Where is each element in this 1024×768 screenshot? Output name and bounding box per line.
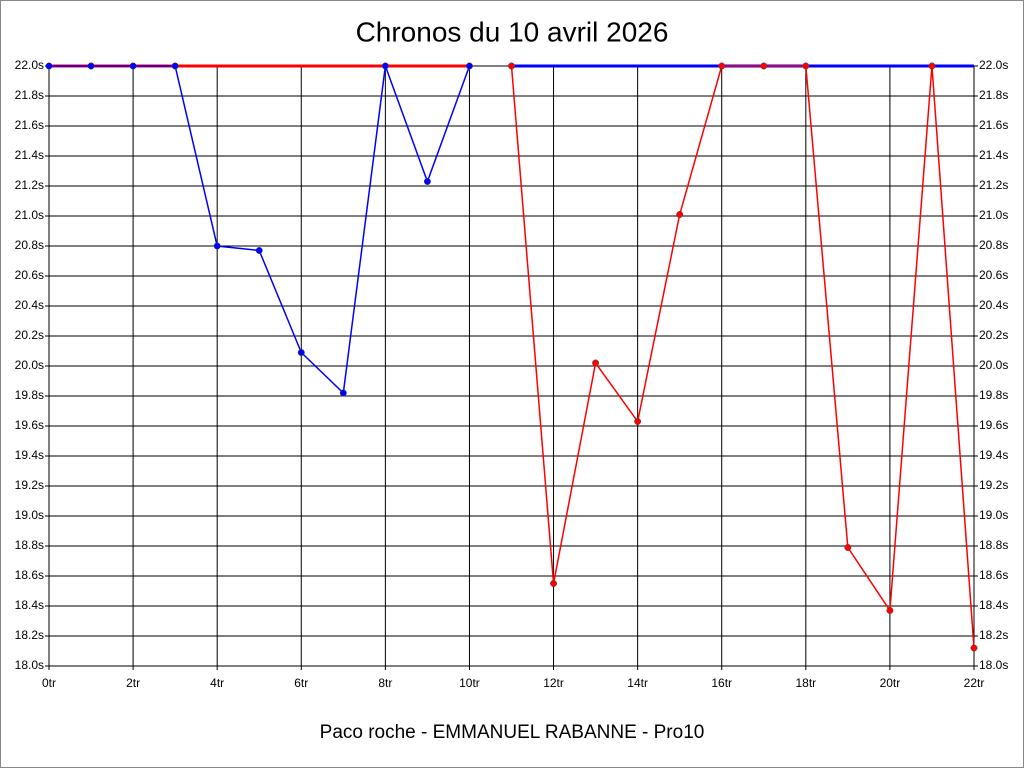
y-tick-label: 18.0s bbox=[15, 658, 44, 672]
y-tick-label: 21.6s bbox=[15, 118, 44, 132]
point bbox=[676, 211, 684, 218]
x-tick-label: 8tr bbox=[378, 676, 392, 690]
y2-tick-label: 18.6s bbox=[979, 568, 1008, 582]
y2-tick-label: 21.0s bbox=[979, 208, 1008, 222]
y2-tick-label: 18.4s bbox=[979, 598, 1008, 612]
y2-tick-label: 21.2s bbox=[979, 178, 1008, 192]
y2-tick-label: 18.2s bbox=[979, 628, 1008, 642]
y-tick-label: 19.0s bbox=[15, 508, 44, 522]
y2-tick-label: 18.8s bbox=[979, 538, 1008, 552]
y-tick-label: 20.2s bbox=[15, 328, 44, 342]
y2-tick-label: 20.6s bbox=[979, 268, 1008, 282]
x-tick-label: 2tr bbox=[126, 676, 140, 690]
y-tick-label: 21.0s bbox=[15, 208, 44, 222]
point bbox=[592, 359, 600, 367]
y2-tick-label: 20.4s bbox=[979, 298, 1008, 312]
point bbox=[129, 62, 137, 70]
x-tick-label: 16tr bbox=[711, 676, 732, 690]
y2-tick-label: 18.0s bbox=[979, 658, 1008, 672]
y2-tick-label: 20.2s bbox=[979, 328, 1008, 342]
y-tick-label: 19.2s bbox=[15, 478, 44, 492]
y2-tick-label: 22.0s bbox=[979, 58, 1008, 72]
y-tick-label: 21.8s bbox=[15, 88, 44, 102]
y-tick-label: 18.8s bbox=[15, 538, 44, 552]
series-line bbox=[510, 65, 975, 649]
y-tick-label: 18.4s bbox=[15, 598, 44, 612]
point bbox=[423, 178, 431, 185]
x-tick-label: 0tr bbox=[42, 676, 56, 690]
y2-tick-label: 19.0s bbox=[979, 508, 1008, 522]
y2-tick-label: 21.6s bbox=[979, 118, 1008, 132]
y-tick-label: 20.8s bbox=[15, 238, 44, 252]
x-tick-label: 4tr bbox=[210, 676, 224, 690]
y-tick-label: 19.4s bbox=[15, 448, 44, 462]
y-tick-label: 20.0s bbox=[15, 358, 44, 372]
y2-tick-label: 20.0s bbox=[979, 358, 1008, 372]
y-tick-label: 20.4s bbox=[15, 298, 44, 312]
point bbox=[381, 62, 389, 70]
y-tick-label: 19.8s bbox=[15, 388, 44, 402]
y-tick-label: 22.0s bbox=[15, 58, 44, 72]
point bbox=[213, 242, 221, 250]
y-tick-label: 20.6s bbox=[15, 268, 44, 282]
x-axis-label: Paco roche - EMMANUEL RABANNE - Pro10 bbox=[320, 722, 705, 743]
x-tick-label: 22tr bbox=[964, 676, 985, 690]
point bbox=[844, 544, 852, 551]
point bbox=[508, 62, 515, 70]
point bbox=[970, 644, 978, 652]
y2-tick-label: 21.4s bbox=[979, 148, 1008, 162]
y-tick-label: 18.2s bbox=[15, 628, 44, 642]
point bbox=[760, 62, 768, 70]
point bbox=[928, 62, 936, 70]
y-tick-label: 19.6s bbox=[15, 418, 44, 432]
y2-tick-label: 20.8s bbox=[979, 238, 1008, 252]
y2-tick-label: 19.8s bbox=[979, 388, 1008, 402]
y2-tick-label: 21.8s bbox=[979, 88, 1008, 102]
x-tick-label: 18tr bbox=[795, 676, 816, 690]
point bbox=[339, 389, 347, 397]
y2-tick-label: 19.4s bbox=[979, 448, 1008, 462]
x-tick-label: 14tr bbox=[627, 676, 648, 690]
x-tick-label: 12tr bbox=[543, 676, 564, 690]
point bbox=[718, 62, 726, 70]
point bbox=[886, 607, 894, 614]
x-tick-label: 10tr bbox=[459, 676, 480, 690]
point bbox=[255, 247, 263, 254]
y-tick-label: 21.4s bbox=[15, 148, 44, 162]
y2-tick-label: 19.2s bbox=[979, 478, 1008, 492]
point bbox=[466, 62, 473, 70]
point bbox=[45, 62, 53, 70]
point bbox=[550, 580, 557, 587]
x-tick-label: 20tr bbox=[880, 676, 901, 690]
y-tick-label: 21.2s bbox=[15, 178, 44, 192]
point bbox=[297, 349, 305, 356]
point bbox=[87, 62, 95, 70]
chart-title: Chronos du 10 avril 2026 bbox=[356, 16, 669, 47]
y2-tick-label: 19.6s bbox=[979, 418, 1008, 432]
point bbox=[171, 62, 179, 70]
point bbox=[802, 62, 810, 70]
x-tick-label: 6tr bbox=[294, 676, 308, 690]
y-tick-label: 18.6s bbox=[15, 568, 44, 582]
point bbox=[634, 418, 642, 425]
